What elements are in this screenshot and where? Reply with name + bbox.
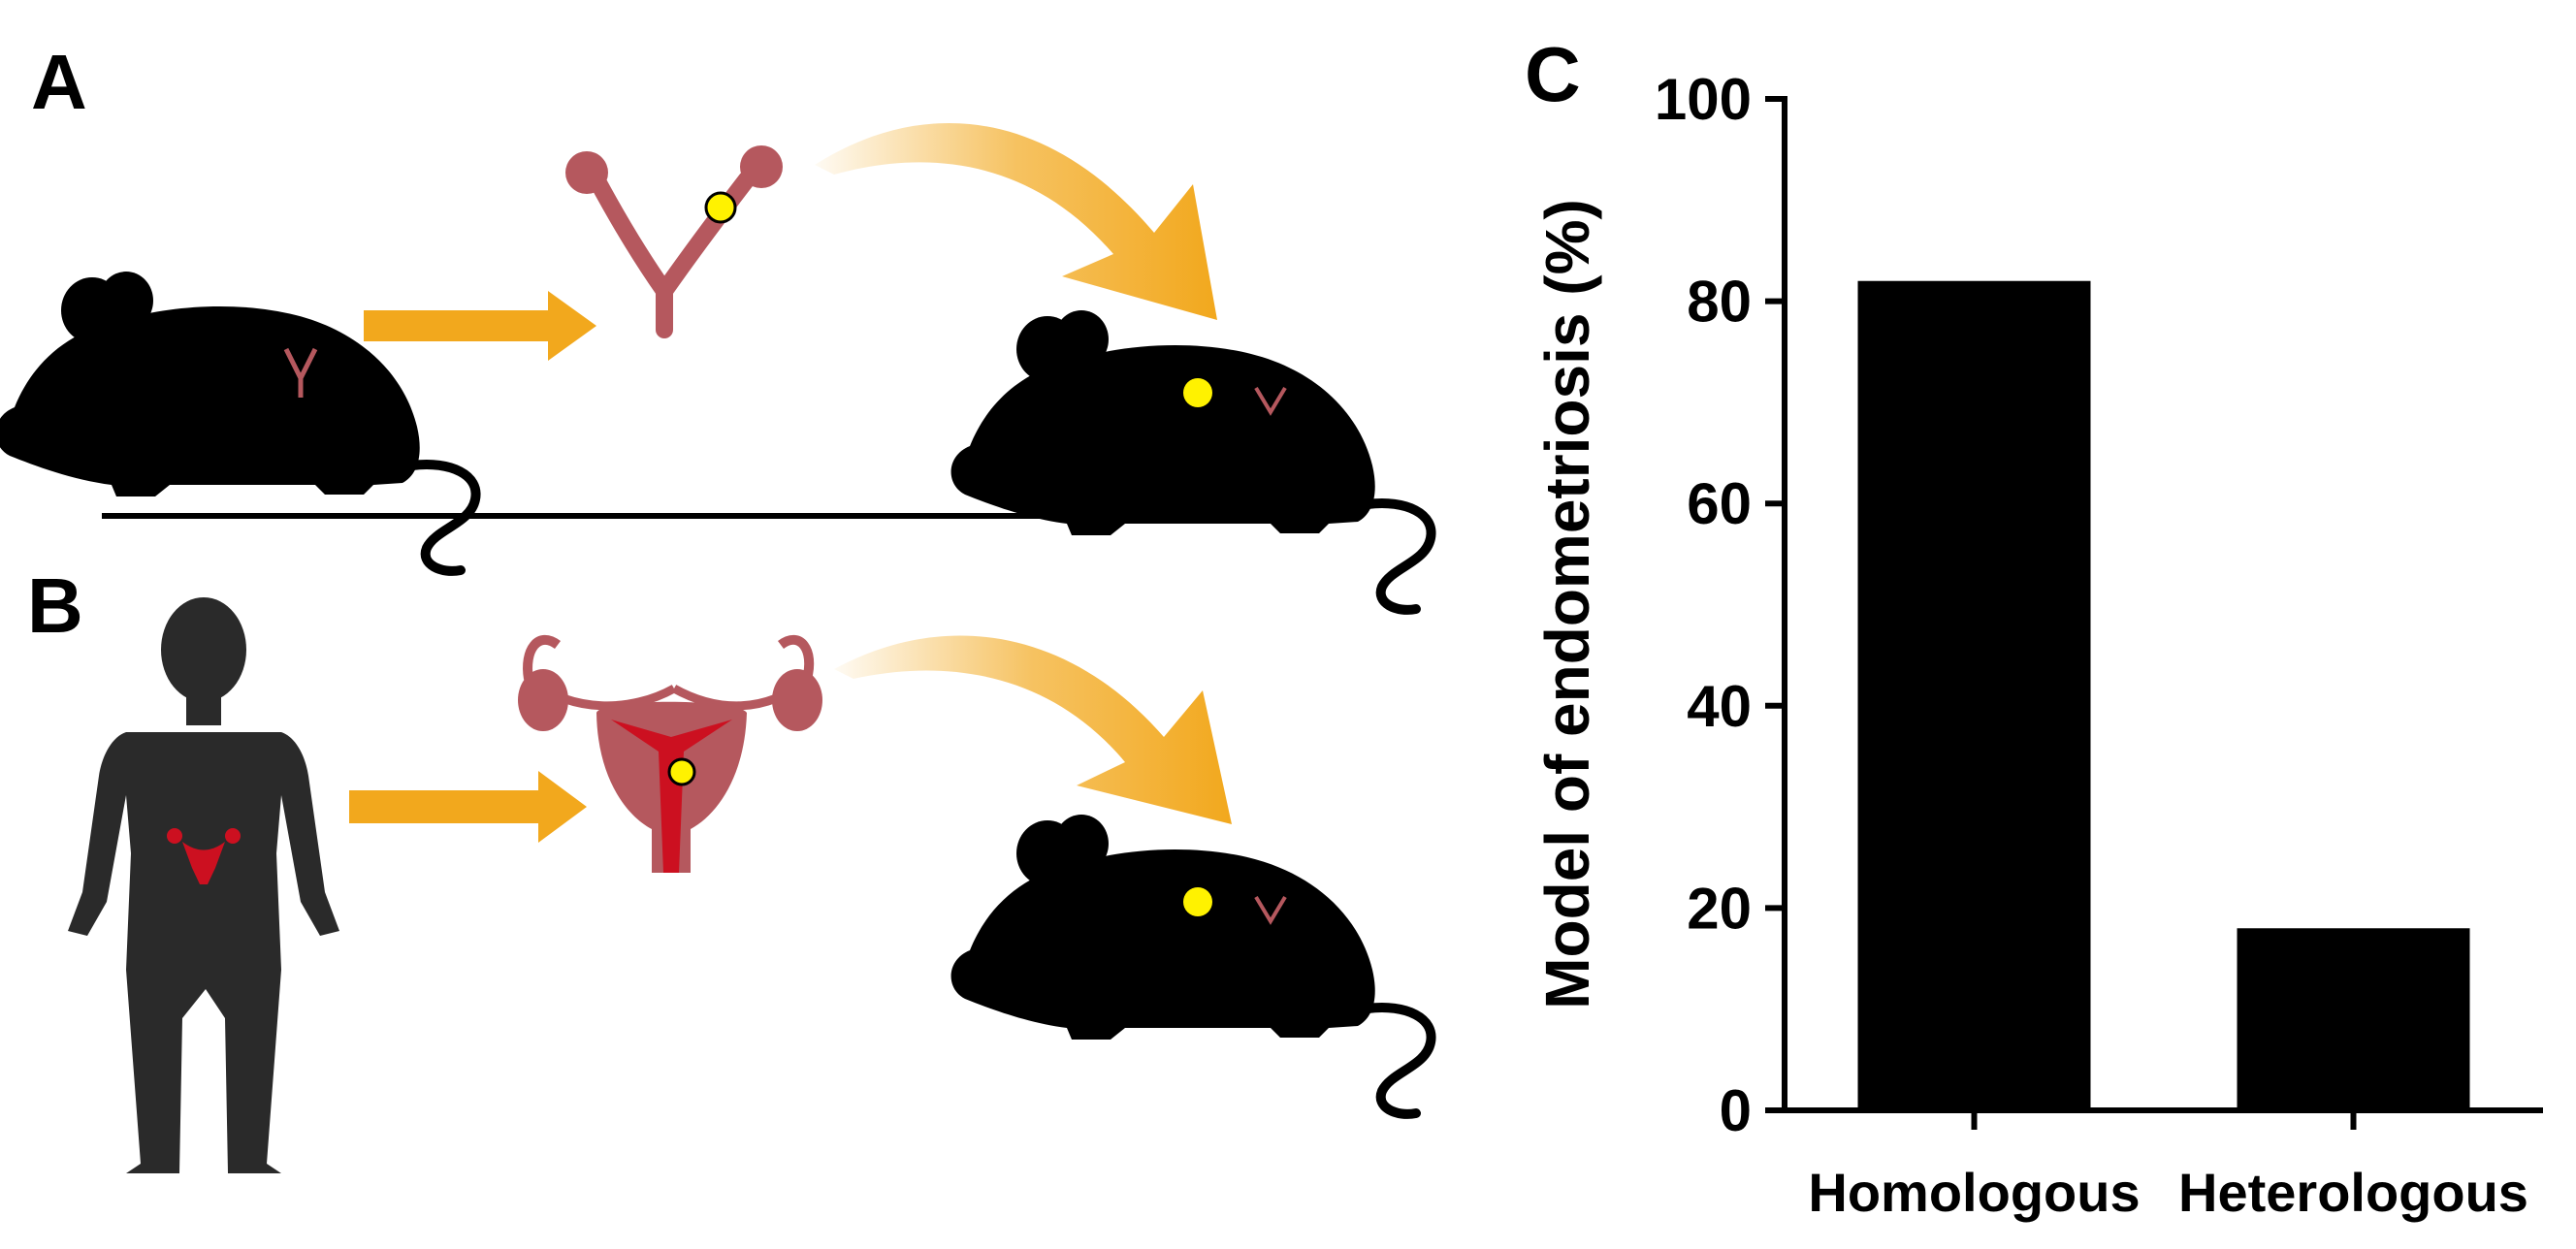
curved-arrow-icon [815,122,1217,320]
arrow-right-icon [364,291,596,361]
bar [1857,280,2091,1110]
x-axis: Homologous Heterologous [1782,1107,2543,1223]
mouse-recipient-icon [951,815,1432,1114]
human-silhouette-icon [68,597,339,1173]
curved-arrow-icon [834,635,1232,824]
panel-label-c: C [1525,31,1581,117]
y-tick-label: 60 [1687,471,1752,536]
x-tick-label: Heterologous [2178,1162,2528,1223]
x-tick-label: Homologous [1808,1162,2140,1223]
arrow-right-icon [349,771,587,843]
mouse-recipient-icon [951,310,1432,610]
y-axis-title: Model of endometriosis (%) [1532,199,1602,1009]
y-tick-label: 40 [1687,674,1752,739]
bar-chart: Model of endometriosis (%) 020406080100 … [1532,67,2543,1223]
y-tick-label: 0 [1720,1078,1752,1143]
y-tick-label: 20 [1687,876,1752,941]
bar [2237,928,2470,1110]
y-axis: 0 20 40 60 80 100 [1655,67,1787,1143]
human-uterus-icon [518,634,822,873]
lesion-icon [704,191,737,224]
mouse-donor-icon [0,272,476,571]
bars [1857,280,2470,1110]
lesion-icon [667,757,696,786]
y-tick-label: 100 [1655,67,1752,132]
panel-label-a: A [31,39,87,125]
panel-label-b: B [27,562,83,649]
mouse-uterus-icon [565,145,783,338]
y-tick-label: 80 [1687,270,1752,335]
